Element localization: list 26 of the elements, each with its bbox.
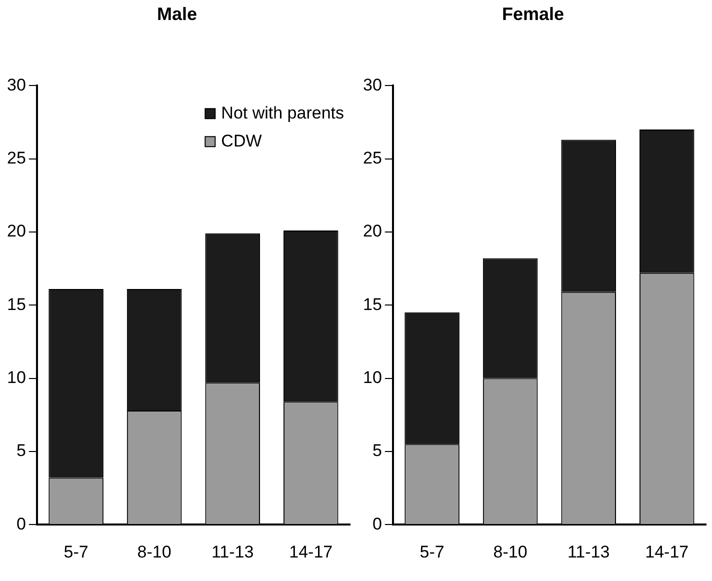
x-tick-label: 5-7 [64,542,88,562]
x-tick-label: 8-10 [493,542,528,562]
y-tick-label: 25 [6,148,26,168]
x-tick-label: 14-17 [645,542,689,562]
x-tick-label: 11-13 [211,542,254,562]
y-tick-label: 10 [6,368,26,387]
x-tick-label: 11-13 [567,542,610,562]
chart-title: Female [502,4,564,24]
x-tick-label: 8-10 [137,542,172,562]
y-tick-label: 15 [362,294,382,314]
chart-title: Male [156,4,198,24]
y-tick-label: 25 [362,148,382,168]
y-tick-label: 30 [362,75,382,94]
y-tick-label: 0 [372,514,382,534]
y-tick-label: 20 [6,222,26,241]
y-tick-label: 20 [362,222,382,241]
legend-label: CDW [221,131,262,150]
y-tick-label: 15 [6,294,26,314]
legend-label: Not with parents [221,103,344,122]
x-tick-label: 5-7 [420,542,444,562]
y-tick-label: 30 [6,75,26,94]
y-tick-label: 5 [16,441,26,460]
x-tick-label: 14-17 [289,542,333,562]
y-tick-label: 0 [16,514,26,534]
y-tick-label: 10 [362,368,382,387]
y-tick-label: 5 [372,441,382,460]
